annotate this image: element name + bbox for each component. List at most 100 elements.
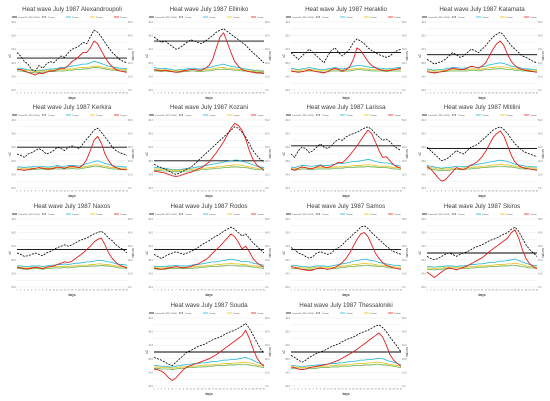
y2-tick-label: 30.0 <box>128 245 133 248</box>
y-tick-label: 20.0 <box>11 89 16 92</box>
y-tick-label: 36.0 <box>148 35 153 38</box>
x-tick-label: 3 <box>434 93 436 95</box>
x-tick-label: 2 <box>430 93 432 95</box>
chart-svg: Tmean95 (1971-2000) Tmean Tmean Tmean Tmean 4… <box>282 16 409 100</box>
x-tick-label: 19 <box>356 93 359 95</box>
x-tick-label: 19 <box>82 191 85 193</box>
x-tick-label: 1 <box>153 93 155 95</box>
y-tick-label: 28.0 <box>285 62 290 65</box>
legend-label: Tmean <box>346 17 354 19</box>
x-tick-label: 13 <box>470 191 473 193</box>
series-line <box>153 329 265 382</box>
y2-tick-label: 40.0 <box>402 133 407 136</box>
y-tick-label: 28.0 <box>285 358 290 361</box>
x-tick-label: 7 <box>175 290 177 292</box>
x-tick-label: 19 <box>356 191 359 193</box>
x-tick-label: 21 <box>499 290 502 292</box>
legend-label: Tmean <box>346 115 354 117</box>
x-tick-label: 26 <box>244 389 247 391</box>
y2-axis-title: indices <box>405 149 409 159</box>
legend-label: Tmean95 (1971-2000) <box>18 115 40 117</box>
x-tick-label: 18 <box>215 93 218 95</box>
y-tick-label: 24.0 <box>421 173 426 176</box>
y2-tick-label: 40.0 <box>402 331 407 334</box>
x-tick-label: 23 <box>96 93 99 95</box>
series-line <box>427 165 537 171</box>
x-tick-label: 12 <box>56 93 59 95</box>
x-tick-label: 26 <box>107 93 110 95</box>
series-tmean-line <box>426 126 538 162</box>
x-tick-label: 6 <box>309 389 311 391</box>
y2-tick-label: 30.0 <box>265 245 270 248</box>
series-line <box>17 160 127 168</box>
y2-tick-label: 30.0 <box>265 146 270 149</box>
x-tick-label: 7 <box>448 290 450 292</box>
x-axis-title: days <box>342 392 349 396</box>
x-axis-title: days <box>205 293 212 297</box>
x-tick-label: 8 <box>42 93 44 95</box>
x-tick-label: 10 <box>186 290 189 292</box>
x-tick-label: 24 <box>374 93 377 95</box>
x-tick-label: 27 <box>111 191 114 193</box>
y2-tick-label: 50.0 <box>265 21 270 24</box>
x-tick-label: 5 <box>168 191 170 193</box>
series-line <box>153 233 265 270</box>
y2-tick-label: 30.0 <box>538 146 543 149</box>
chart-title: Heat wave July 1987 Mitilini <box>443 104 521 111</box>
x-tick-label: 2 <box>20 191 22 193</box>
x-tick-label: 15 <box>477 93 480 95</box>
y2-tick-label: 20.0 <box>128 160 133 163</box>
y-tick-label: 40.0 <box>148 317 153 320</box>
x-tick-label: 8 <box>316 290 318 292</box>
x-tick-label: 16 <box>208 191 211 193</box>
x-axis-title: days <box>205 194 212 198</box>
x-tick-label: 27 <box>521 191 524 193</box>
x-tick-label: 3 <box>24 93 26 95</box>
x-tick-label: 7 <box>312 93 314 95</box>
x-tick-label: 20 <box>359 93 362 95</box>
legend-label: Tmean <box>96 17 104 19</box>
x-tick-label: 1 <box>426 93 428 95</box>
y-tick-label: 24.0 <box>285 272 290 275</box>
x-tick-label: 13 <box>470 93 473 95</box>
legend-label: Tmean <box>530 17 538 19</box>
y-axis-title: oC <box>282 250 286 255</box>
y2-tick-label: 0.0 <box>128 286 132 289</box>
y2-tick-label: 30.0 <box>538 245 543 248</box>
series-line <box>17 40 128 76</box>
y-tick-label: 24.0 <box>421 75 426 78</box>
x-tick-label: 6 <box>172 389 174 391</box>
x-tick-label: 29 <box>528 290 531 292</box>
y2-axis-title: indices <box>131 149 135 159</box>
y2-tick-label: 10.0 <box>402 272 407 275</box>
x-tick-label: 2 <box>20 93 22 95</box>
x-tick-label: 22 <box>93 290 96 292</box>
legend-label: Tmean <box>482 115 490 117</box>
x-tick-label: 17 <box>348 93 351 95</box>
y2-tick-label: 10.0 <box>265 272 270 275</box>
legend-label: Tmean <box>322 313 330 315</box>
x-tick-label: 20 <box>495 191 498 193</box>
x-tick-label: 7 <box>312 290 314 292</box>
x-tick-label: 20 <box>495 93 498 95</box>
y-tick-label: 40.0 <box>285 218 290 221</box>
series-line <box>427 262 538 270</box>
y2-tick-label: 50.0 <box>402 218 407 221</box>
x-tick-label: 8 <box>179 93 181 95</box>
x-tick-label: 19 <box>219 290 222 292</box>
x-tick-label: 23 <box>233 191 236 193</box>
x-tick-label: 16 <box>345 290 348 292</box>
x-tick-label: 30 <box>396 389 399 391</box>
legend-label: Tmean95 (1971-2000) <box>428 17 450 19</box>
x-tick-label: 10 <box>459 93 462 95</box>
chart-title: Heat wave July 1987 Elliniko <box>169 6 249 13</box>
y-tick-label: 24.0 <box>11 75 16 78</box>
y-tick-label: 32.0 <box>11 48 16 51</box>
x-axis-title: days <box>68 194 75 198</box>
x-tick-label: 23 <box>370 93 373 95</box>
y2-tick-label: 50.0 <box>265 119 270 122</box>
x-axis-title: days <box>68 96 75 100</box>
x-tick-label: 15 <box>204 191 207 193</box>
y-tick-label: 32.0 <box>285 245 290 248</box>
y-tick-label: 24.0 <box>285 173 290 176</box>
